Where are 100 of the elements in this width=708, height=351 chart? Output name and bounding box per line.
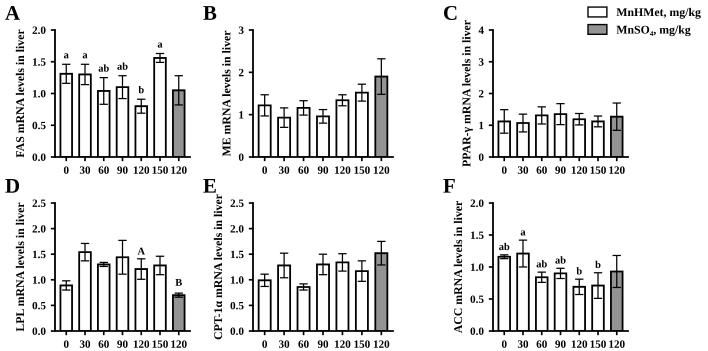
annotation: a [158,42,162,48]
legend-label: MnSO₄, mg/kg [616,25,691,36]
x-tick-label: 30 [518,340,528,348]
x-tick-label: 150 [152,340,168,348]
x-tick-label: 120 [134,166,150,174]
y-tick-label: 0.0 [32,153,46,162]
chart-title: E [203,179,216,193]
x-tick-label: 120 [374,340,390,348]
annotation: ab [117,62,128,70]
x-tick-label: 150 [354,166,370,174]
y-tick-label: 0.0 [32,327,46,336]
y-tick-label: 0 [238,153,244,161]
annotation: b [138,86,144,94]
y-axis-title: CPT-1α mRNA levels in liver [214,194,222,340]
x-tick-label: 150 [354,340,370,348]
x-tick-label: 120 [572,166,588,174]
legend-label: MnHMet, mg/kg [616,8,701,19]
y-tick-label: 0.5 [32,302,46,310]
y-axis-title: FAS mRNA levels in liver [16,30,24,158]
x-tick-label: 30 [278,166,290,174]
x-tick-label: 60 [536,340,547,348]
x-tick-label: 30 [278,340,290,348]
x-tick-label: 0 [502,166,507,174]
y-tick-label: 2.0 [32,225,46,233]
x-tick-label: 30 [80,340,90,348]
x-tick-label: 60 [298,340,309,348]
chart-title: B [203,6,216,20]
y-tick-label: 3 [238,26,244,34]
x-tick-label: 120 [335,166,350,174]
y-tick-label: 0.5 [230,302,244,310]
x-tick-label: 30 [80,166,90,174]
chart-title: C [444,6,456,20]
x-tick-label: 120 [134,340,150,348]
y-tick-label: 0.5 [470,295,484,304]
annotation: ab [536,260,547,268]
x-tick-label: 120 [171,340,187,348]
x-tick-label: 0 [502,340,507,348]
y-tick-label: 0 [478,153,484,161]
x-tick-label: 120 [609,340,625,348]
annotation: a [64,53,69,58]
x-tick-label: 120 [335,340,350,348]
y-axis-title: ACC mRNA levels in liver [454,201,462,334]
y-tick-label: 1.0 [32,276,46,284]
x-tick-label: 60 [298,166,309,174]
x-tick-label: 150 [590,340,606,348]
x-tick-label: 150 [152,166,168,174]
y-tick-label: 2.0 [470,199,484,208]
annotation: a [520,230,526,236]
y-tick-label: 1.5 [470,232,484,240]
x-tick-label: 0 [262,340,268,348]
x-tick-label: 90 [318,166,328,174]
y-tick-label: 1.5 [32,58,46,66]
x-tick-label: 0 [64,166,69,174]
x-tick-label: 90 [117,340,128,348]
y-tick-label: 1 [479,122,484,130]
y-tick-label: 1.5 [32,250,46,258]
y-tick-label: 0.0 [230,327,244,336]
y-tick-label: 1.0 [470,263,484,272]
annotation: ab [555,256,566,264]
x-tick-label: 60 [98,166,109,174]
y-tick-label: 1 [239,111,244,119]
annotation: B [175,278,182,286]
y-tick-label: 1.0 [230,276,244,284]
y-tick-label: 3 [478,58,484,66]
annotation: A [138,248,145,255]
y-tick-label: 0.0 [470,327,484,336]
y-tick-label: 2.0 [32,26,46,34]
y-tick-label: 4 [478,26,484,34]
y-axis-title: PPAR-γ mRNA levels in liver [462,20,473,167]
x-tick-label: 90 [555,166,566,174]
y-axis-title: LPL mRNA levels in liver [16,202,24,332]
x-tick-label: 120 [171,166,187,174]
x-tick-label: 60 [536,166,547,174]
x-tick-label: 0 [262,166,268,174]
y-tick-label: 2.5 [230,199,244,208]
y-tick-label: 1.0 [32,90,46,98]
x-tick-label: 120 [572,340,588,348]
y-axis-title: ME mRNA levels in liver [222,30,230,156]
y-tick-label: 0.5 [32,122,46,130]
annotation: ab [98,64,109,72]
y-tick-label: 2.5 [32,199,46,208]
x-tick-label: 30 [518,166,528,174]
annotation: b [576,267,582,274]
annotation: ab [499,242,510,250]
annotation: b [595,260,600,268]
y-tick-label: 1.5 [230,250,244,258]
x-tick-label: 60 [98,340,109,348]
y-tick-label: 2.0 [230,225,244,233]
y-tick-label: 2 [478,90,484,98]
chart-title: F [443,179,455,193]
x-tick-label: 0 [64,340,69,348]
x-tick-label: 150 [590,166,606,174]
y-tick-label: 2 [238,68,244,76]
annotation: a [82,53,88,58]
x-tick-label: 120 [374,166,390,174]
x-tick-label: 90 [555,340,566,348]
x-tick-label: 120 [609,166,625,174]
x-tick-label: 90 [117,166,128,174]
x-tick-label: 90 [318,340,328,348]
chart-title: A [5,6,20,20]
